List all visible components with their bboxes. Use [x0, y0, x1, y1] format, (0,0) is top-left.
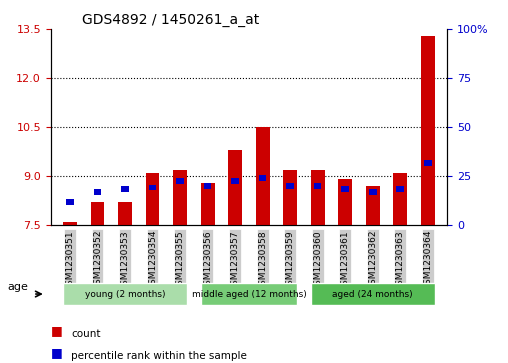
Bar	[366, 186, 379, 225]
Bar	[66, 199, 74, 205]
Bar	[121, 186, 129, 192]
Bar	[369, 189, 376, 195]
Bar	[314, 183, 322, 189]
Text: count: count	[71, 329, 101, 339]
Bar	[228, 150, 242, 225]
Bar	[118, 202, 132, 225]
Bar	[63, 222, 77, 225]
Bar	[201, 183, 214, 225]
Text: ■: ■	[51, 324, 62, 337]
Text: ■: ■	[51, 346, 62, 359]
Bar	[173, 170, 187, 225]
Bar	[256, 127, 270, 225]
Bar	[149, 184, 156, 191]
Text: percentile rank within the sample: percentile rank within the sample	[71, 351, 247, 361]
Bar	[338, 179, 352, 225]
Bar	[94, 189, 102, 195]
Bar	[146, 173, 160, 225]
Text: middle aged (12 months): middle aged (12 months)	[192, 290, 306, 298]
Bar	[176, 178, 184, 184]
Bar	[204, 183, 211, 189]
Bar	[91, 202, 105, 225]
Bar	[231, 178, 239, 184]
Bar	[259, 175, 267, 181]
Text: GDS4892 / 1450261_a_at: GDS4892 / 1450261_a_at	[82, 13, 260, 26]
Bar	[287, 183, 294, 189]
Bar	[311, 170, 325, 225]
Text: young (2 months): young (2 months)	[85, 290, 165, 298]
Bar	[393, 173, 407, 225]
Bar	[421, 36, 435, 225]
Text: aged (24 months): aged (24 months)	[332, 290, 413, 298]
Bar	[341, 186, 349, 192]
Bar	[424, 160, 432, 166]
Bar	[283, 170, 297, 225]
Bar	[396, 186, 404, 192]
Text: age: age	[7, 282, 28, 292]
